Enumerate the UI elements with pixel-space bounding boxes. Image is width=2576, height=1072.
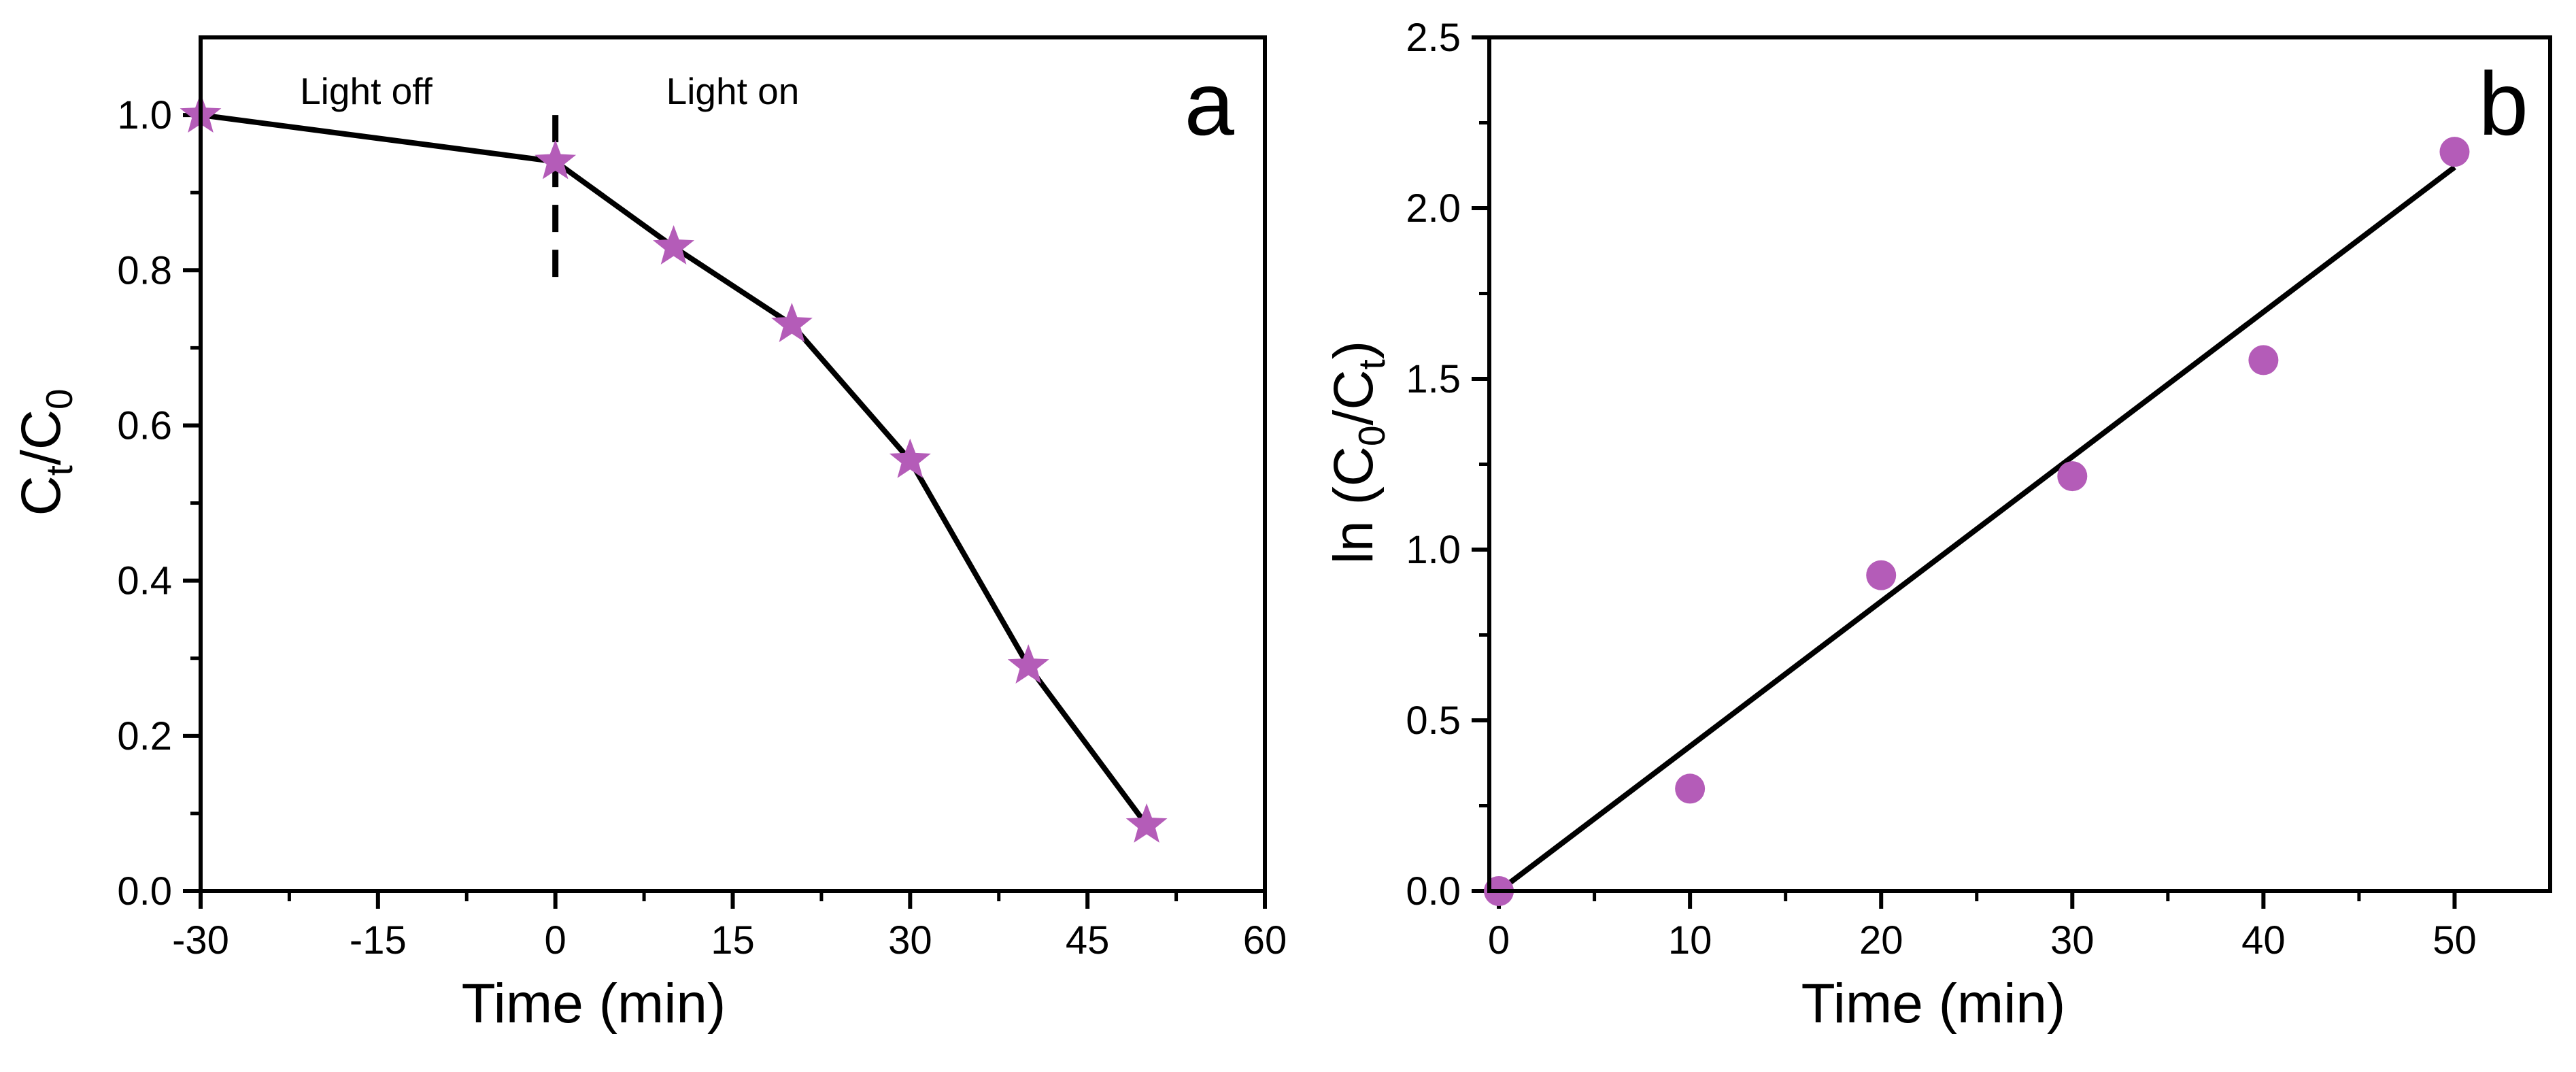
panel-b-x-tick-labels: 0 10 20 30 40 50 bbox=[1488, 918, 2477, 962]
panel-a-markers bbox=[180, 93, 1168, 843]
panel-b-fit-line bbox=[1497, 165, 2456, 894]
b-x-tick-label: 10 bbox=[1668, 918, 1712, 962]
panel-a-light-on-label: Light on bbox=[666, 70, 800, 112]
panel-a-star-marker bbox=[889, 438, 931, 478]
panel-a-x-tick-labels: -30 -15 0 15 30 45 60 bbox=[172, 918, 1287, 962]
b-y-tick-label: 2.0 bbox=[1406, 186, 1461, 231]
panel-a-letter: a bbox=[1185, 54, 1235, 154]
a-x-tick-label: 0 bbox=[545, 918, 566, 962]
panel-a-ylabel-main: C bbox=[10, 475, 72, 516]
a-x-tick-label: 45 bbox=[1066, 918, 1110, 962]
panel-b-ylabel-sub2: t bbox=[1351, 359, 1393, 369]
b-y-tick-label: 1.0 bbox=[1406, 528, 1461, 572]
panel-a-star-marker bbox=[771, 303, 813, 342]
panel-a-star-marker bbox=[1007, 644, 1049, 684]
panel-a-y-tick-labels: 0.0 0.2 0.4 0.6 0.8 1.0 bbox=[117, 93, 172, 914]
panel-b-ylabel-end: ) bbox=[1323, 341, 1385, 359]
panel-a-light-off-label: Light off bbox=[300, 70, 433, 112]
panel-b-circle-marker bbox=[1675, 773, 1706, 804]
panel-a-ylabel-sub2: 0 bbox=[38, 388, 80, 409]
panel-a-star-marker bbox=[1125, 803, 1168, 843]
a-y-tick-label: 0.4 bbox=[117, 559, 172, 603]
panel-b-letter: b bbox=[2479, 54, 2528, 154]
a-x-tick-label: 30 bbox=[888, 918, 932, 962]
b-x-tick-label: 20 bbox=[1859, 918, 1903, 962]
panel-b-circle-marker bbox=[2057, 461, 2088, 492]
panel-a-star-marker bbox=[535, 139, 577, 180]
panel-a-ylabel-sub1: t bbox=[38, 465, 80, 475]
panel-a-series-line bbox=[200, 112, 1149, 827]
a-x-tick-label: 15 bbox=[711, 918, 755, 962]
b-y-tick-label: 0.5 bbox=[1406, 699, 1461, 743]
panel-b-ylabel-main: ln (C bbox=[1323, 446, 1385, 564]
a-x-tick-label: 60 bbox=[1243, 918, 1287, 962]
a-x-tick-label: -30 bbox=[172, 918, 229, 962]
a-y-tick-label: 0.2 bbox=[117, 714, 172, 758]
panel-a-ylabel-mid: /C bbox=[10, 409, 72, 465]
panel-b-ylabel-sub1: 0 bbox=[1351, 425, 1393, 446]
a-y-tick-label: 0.6 bbox=[117, 403, 172, 448]
panel-b-ticks bbox=[1472, 35, 2457, 909]
panel-b-frame bbox=[1487, 35, 2552, 893]
b-y-tick-label: 0.0 bbox=[1406, 869, 1461, 914]
panel-b-circle-marker bbox=[2439, 137, 2470, 167]
b-x-tick-label: 40 bbox=[2241, 918, 2286, 962]
panel-b-circle-marker bbox=[2248, 345, 2279, 375]
panel-b-ylabel-mid: /C bbox=[1323, 369, 1385, 425]
panel-b-y-tick-labels: 0.0 0.5 1.0 1.5 2.0 2.5 bbox=[1406, 16, 1461, 914]
panel-b-markers bbox=[1484, 137, 2470, 906]
panel-a-x-axis-title: Time (min) bbox=[462, 973, 726, 1035]
a-x-tick-label: -15 bbox=[350, 918, 407, 962]
b-x-tick-label: 30 bbox=[2050, 918, 2095, 962]
panel-b-y-axis-title: ln (C0/Ct) bbox=[1323, 341, 1393, 564]
a-y-tick-label: 0.0 bbox=[117, 869, 172, 914]
b-x-tick-label: 50 bbox=[2433, 918, 2477, 962]
panel-a-ticks bbox=[183, 113, 1267, 909]
panel-a-frame bbox=[199, 35, 1267, 893]
a-y-tick-label: 1.0 bbox=[117, 93, 172, 137]
panel-a: -30 -15 0 15 30 45 60 0.0 0.2 0.4 0.6 0.8 1.0 Light… bbox=[10, 35, 1287, 1035]
panel-b: 0 10 20 30 40 50 0.0 0.5 1.0 1.5 2.0 2.5 b Time (m… bbox=[1323, 16, 2552, 1035]
panel-a-y-axis-title: Ct/C0 bbox=[10, 388, 80, 516]
b-x-tick-label: 0 bbox=[1488, 918, 1510, 962]
a-y-tick-label: 0.8 bbox=[117, 248, 172, 292]
panel-a-star-marker bbox=[653, 225, 694, 265]
b-y-tick-label: 1.5 bbox=[1406, 357, 1461, 401]
b-y-tick-label: 2.5 bbox=[1406, 16, 1461, 60]
panel-b-x-axis-title: Time (min) bbox=[1801, 973, 2066, 1035]
panel-b-circle-marker bbox=[1866, 560, 1897, 590]
